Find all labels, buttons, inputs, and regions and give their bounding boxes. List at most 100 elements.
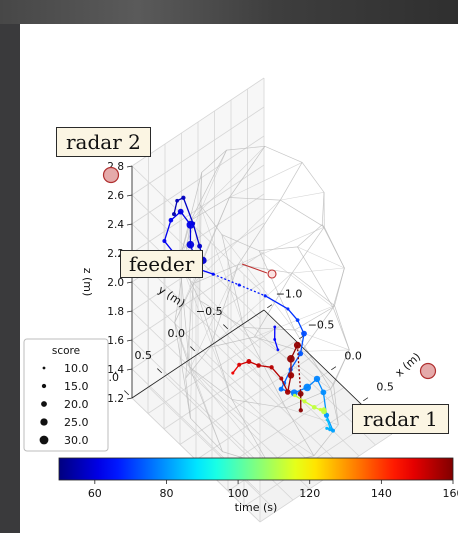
mesh-edge [285, 407, 315, 456]
y-axis-line [131, 309, 265, 399]
data-point [287, 372, 295, 379]
radar1-callout: radar 1 [352, 404, 449, 434]
mesh-edge [174, 322, 191, 419]
data-point [287, 355, 295, 363]
mesh-edge [280, 162, 303, 201]
colorbar-tick-label: 60 [88, 487, 102, 500]
trajectory-segment [274, 339, 279, 350]
z-tick [126, 368, 133, 371]
mesh-edge [189, 366, 270, 467]
grid-line [197, 353, 327, 479]
mesh-edge [190, 146, 266, 221]
x-axis-title: x (m) [393, 350, 423, 379]
y-tick [223, 324, 229, 330]
z-tick [126, 165, 133, 168]
x-tick [331, 366, 337, 371]
grid-line [131, 106, 265, 196]
y-tick-label: 0.0 [167, 327, 185, 340]
z-tick [126, 223, 133, 226]
data-point [181, 195, 186, 200]
size-legend-marker [39, 435, 49, 445]
mesh-edge [333, 349, 350, 386]
mesh-edge [334, 267, 345, 306]
colorbar-tick-label: 80 [159, 487, 173, 500]
grid-line [131, 281, 261, 407]
data-point [301, 330, 307, 337]
size-legend-marker [40, 418, 48, 426]
data-point [237, 362, 242, 367]
data-point [328, 426, 332, 430]
size-legend-label: 15.0 [64, 380, 89, 393]
mesh-edge [291, 226, 325, 274]
data-point [237, 283, 241, 287]
background-top-strip [0, 0, 458, 24]
mesh-edge [229, 162, 303, 198]
trajectory-segment [299, 333, 305, 354]
data-point [231, 371, 235, 375]
data-point [323, 412, 330, 418]
grid-line [131, 135, 265, 225]
grid-line [131, 280, 265, 370]
data-point [256, 363, 261, 368]
size-legend-marker [41, 401, 47, 407]
mesh-edge [332, 305, 335, 308]
z-tick-label: 2.6 [107, 190, 124, 202]
z-tick-label: 2.2 [107, 248, 124, 260]
data-point [313, 375, 321, 383]
data-point [177, 208, 184, 215]
mesh-edge [199, 300, 233, 400]
trajectory-segment [271, 366, 282, 379]
data-point [273, 338, 277, 341]
grid-line [131, 77, 265, 167]
z-tick [126, 397, 133, 400]
size-legend: score 10.0 15.0 20.0 25.0 30.0 [23, 338, 109, 452]
trajectory-segment [212, 273, 240, 286]
data-point [175, 198, 179, 203]
mesh-edge [301, 349, 350, 352]
mesh-edge [185, 264, 239, 379]
trajectory-segment [325, 414, 334, 431]
data-point [211, 272, 215, 276]
data-point [168, 217, 174, 223]
mesh-edge [292, 267, 345, 274]
mesh-edge [294, 329, 331, 390]
y-tick [157, 368, 163, 374]
trajectory-segment [264, 295, 289, 310]
mesh-edge [209, 264, 239, 348]
mesh-edge [258, 250, 295, 331]
mesh-edge [280, 192, 325, 201]
grid-line [131, 165, 261, 291]
mesh-edge [297, 246, 334, 308]
colorbar: 60 80 100 120 140 160 time (s) [58, 457, 458, 514]
y-tick [190, 346, 196, 352]
data-point [284, 389, 291, 395]
colorbar-title: time (s) [235, 501, 278, 514]
y-tick [124, 390, 130, 396]
z-tick-label: 1.6 [107, 335, 124, 347]
mesh-edge [190, 149, 227, 221]
z-tick-label: 2.4 [107, 219, 124, 231]
feeder-callout: feeder [120, 250, 204, 278]
mesh-edge [221, 234, 245, 328]
data-point [276, 348, 280, 352]
mesh-edge [199, 300, 287, 409]
mesh-edge [185, 283, 194, 379]
trajectory-layer [102, 166, 437, 433]
z-axis-title: z (m) [81, 268, 94, 297]
z-tick [126, 310, 133, 313]
mesh-edge [321, 224, 345, 269]
data-point [279, 376, 284, 381]
mesh-edge [199, 172, 203, 301]
data-point [172, 212, 176, 217]
feeder-leader-line [241, 263, 268, 274]
data-point [297, 390, 304, 397]
trajectory-segment [290, 353, 302, 370]
x-tick [363, 397, 369, 402]
data-point [293, 393, 297, 398]
trajectory-segment [238, 284, 266, 297]
mesh-edge [193, 199, 281, 284]
data-point [186, 240, 195, 249]
size-legend-marker [42, 366, 46, 370]
